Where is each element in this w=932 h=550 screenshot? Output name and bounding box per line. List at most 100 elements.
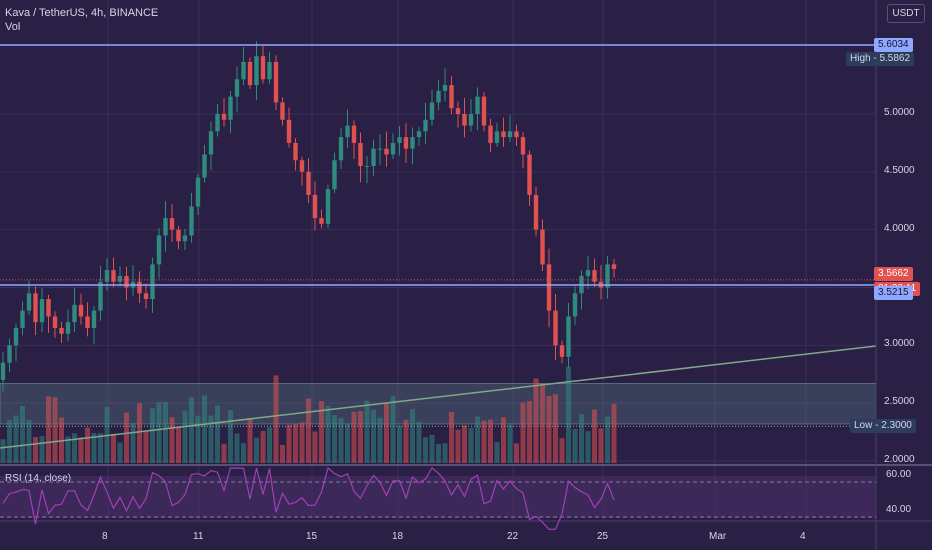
volume-bar: [442, 443, 448, 463]
candle-body: [137, 281, 142, 294]
volume-bar: [410, 408, 415, 463]
time-tick-label: 4: [800, 531, 806, 542]
volume-bar: [234, 433, 240, 463]
candle-body: [533, 194, 539, 230]
volume-bar: [221, 443, 227, 463]
volume-bar: [514, 443, 519, 463]
candle-body: [436, 90, 441, 103]
candle-body: [312, 194, 318, 219]
volume-bars: [0, 366, 617, 463]
volume-bar: [403, 419, 409, 463]
candle-body: [416, 131, 422, 138]
candle-body: [358, 142, 363, 167]
volume-bar: [449, 412, 454, 463]
volume-bar: [260, 431, 266, 463]
volume-bar: [390, 396, 396, 463]
volume-bar: [507, 424, 513, 463]
volume-bar: [0, 439, 6, 463]
demand-zone: [0, 383, 877, 425]
candle-body: [507, 131, 513, 138]
candle-body: [390, 142, 396, 155]
candle-body: [377, 148, 383, 150]
volume-bar: [579, 414, 584, 463]
candle-body: [273, 61, 279, 103]
symbol-title[interactable]: Kava / TetherUS, 4h, BINANCE: [5, 7, 159, 19]
volume-bar: [195, 415, 201, 463]
volume-bar: [332, 414, 337, 463]
volume-bar: [143, 431, 149, 463]
candle-body: [299, 160, 305, 172]
volume-bar: [371, 409, 376, 463]
candle-body: [403, 137, 409, 149]
candle-body: [481, 96, 487, 126]
volume-bar: [124, 412, 129, 463]
candle-body: [117, 275, 123, 282]
currency-button[interactable]: USDT: [887, 4, 925, 23]
candle-body: [527, 154, 532, 195]
candle-body: [306, 171, 311, 195]
candle-body: [494, 131, 500, 143]
volume-bar: [156, 402, 162, 463]
candle-body: [592, 270, 597, 282]
trendline[interactable]: [0, 345, 877, 449]
volume-bar: [215, 405, 220, 463]
volume-bar: [520, 402, 526, 463]
candle-body: [384, 148, 389, 155]
volume-bar: [546, 395, 552, 463]
candle-body: [163, 218, 168, 236]
candle-body: [176, 229, 181, 242]
candle-body: [221, 114, 227, 120]
candle-body: [540, 229, 545, 265]
candle-body: [423, 119, 428, 132]
volume-bar: [247, 418, 253, 463]
volume-label[interactable]: Vol: [5, 21, 21, 33]
volume-bar: [423, 437, 428, 463]
time-tick-label: 8: [102, 531, 108, 542]
candle-body: [72, 304, 77, 323]
volume-bar: [117, 442, 123, 463]
candle-body: [228, 96, 233, 120]
candle-body: [319, 218, 324, 224]
volume-bar: [527, 401, 532, 463]
candle-body: [585, 270, 591, 276]
volume-bar: [566, 366, 571, 463]
volume-bar: [605, 416, 610, 463]
candle-body: [182, 235, 188, 242]
volume-bar: [377, 417, 383, 463]
volume-bar: [150, 408, 155, 463]
volume-bar: [358, 411, 363, 463]
time-tick-label: Mar: [709, 531, 727, 542]
volume-bar: [20, 405, 25, 463]
volume-bar: [7, 419, 12, 463]
time-tick-label: 15: [306, 531, 318, 542]
volume-bar: [455, 429, 461, 463]
candle-body: [572, 293, 578, 317]
volume-bar: [46, 396, 51, 463]
candle-body: [208, 131, 214, 155]
low-price-tag: Low - 2.3000: [850, 419, 916, 434]
candle-body: [59, 327, 64, 334]
volume-bar: [429, 434, 435, 463]
rsi-label[interactable]: RSI (14, close): [5, 473, 72, 484]
volume-bar: [598, 428, 604, 463]
candle-body: [52, 316, 58, 328]
price-tick-label: 4.5000: [884, 164, 915, 176]
candle-body: [150, 264, 155, 300]
volume-bar: [130, 423, 136, 463]
volume-bar: [611, 403, 617, 463]
rsi-tick-60: 60.00: [886, 469, 912, 480]
candle-body: [91, 310, 97, 328]
candle-body: [520, 137, 526, 155]
volume-bar: [494, 441, 500, 463]
candle-body: [429, 102, 435, 120]
volume-bar: [182, 410, 188, 463]
candle-body: [195, 177, 201, 207]
volume-bar: [533, 378, 539, 463]
volume-bar: [306, 398, 311, 463]
volume-bar: [176, 427, 181, 463]
volume-bar: [39, 436, 45, 463]
candle-body: [13, 327, 19, 346]
candle-body: [260, 56, 266, 80]
